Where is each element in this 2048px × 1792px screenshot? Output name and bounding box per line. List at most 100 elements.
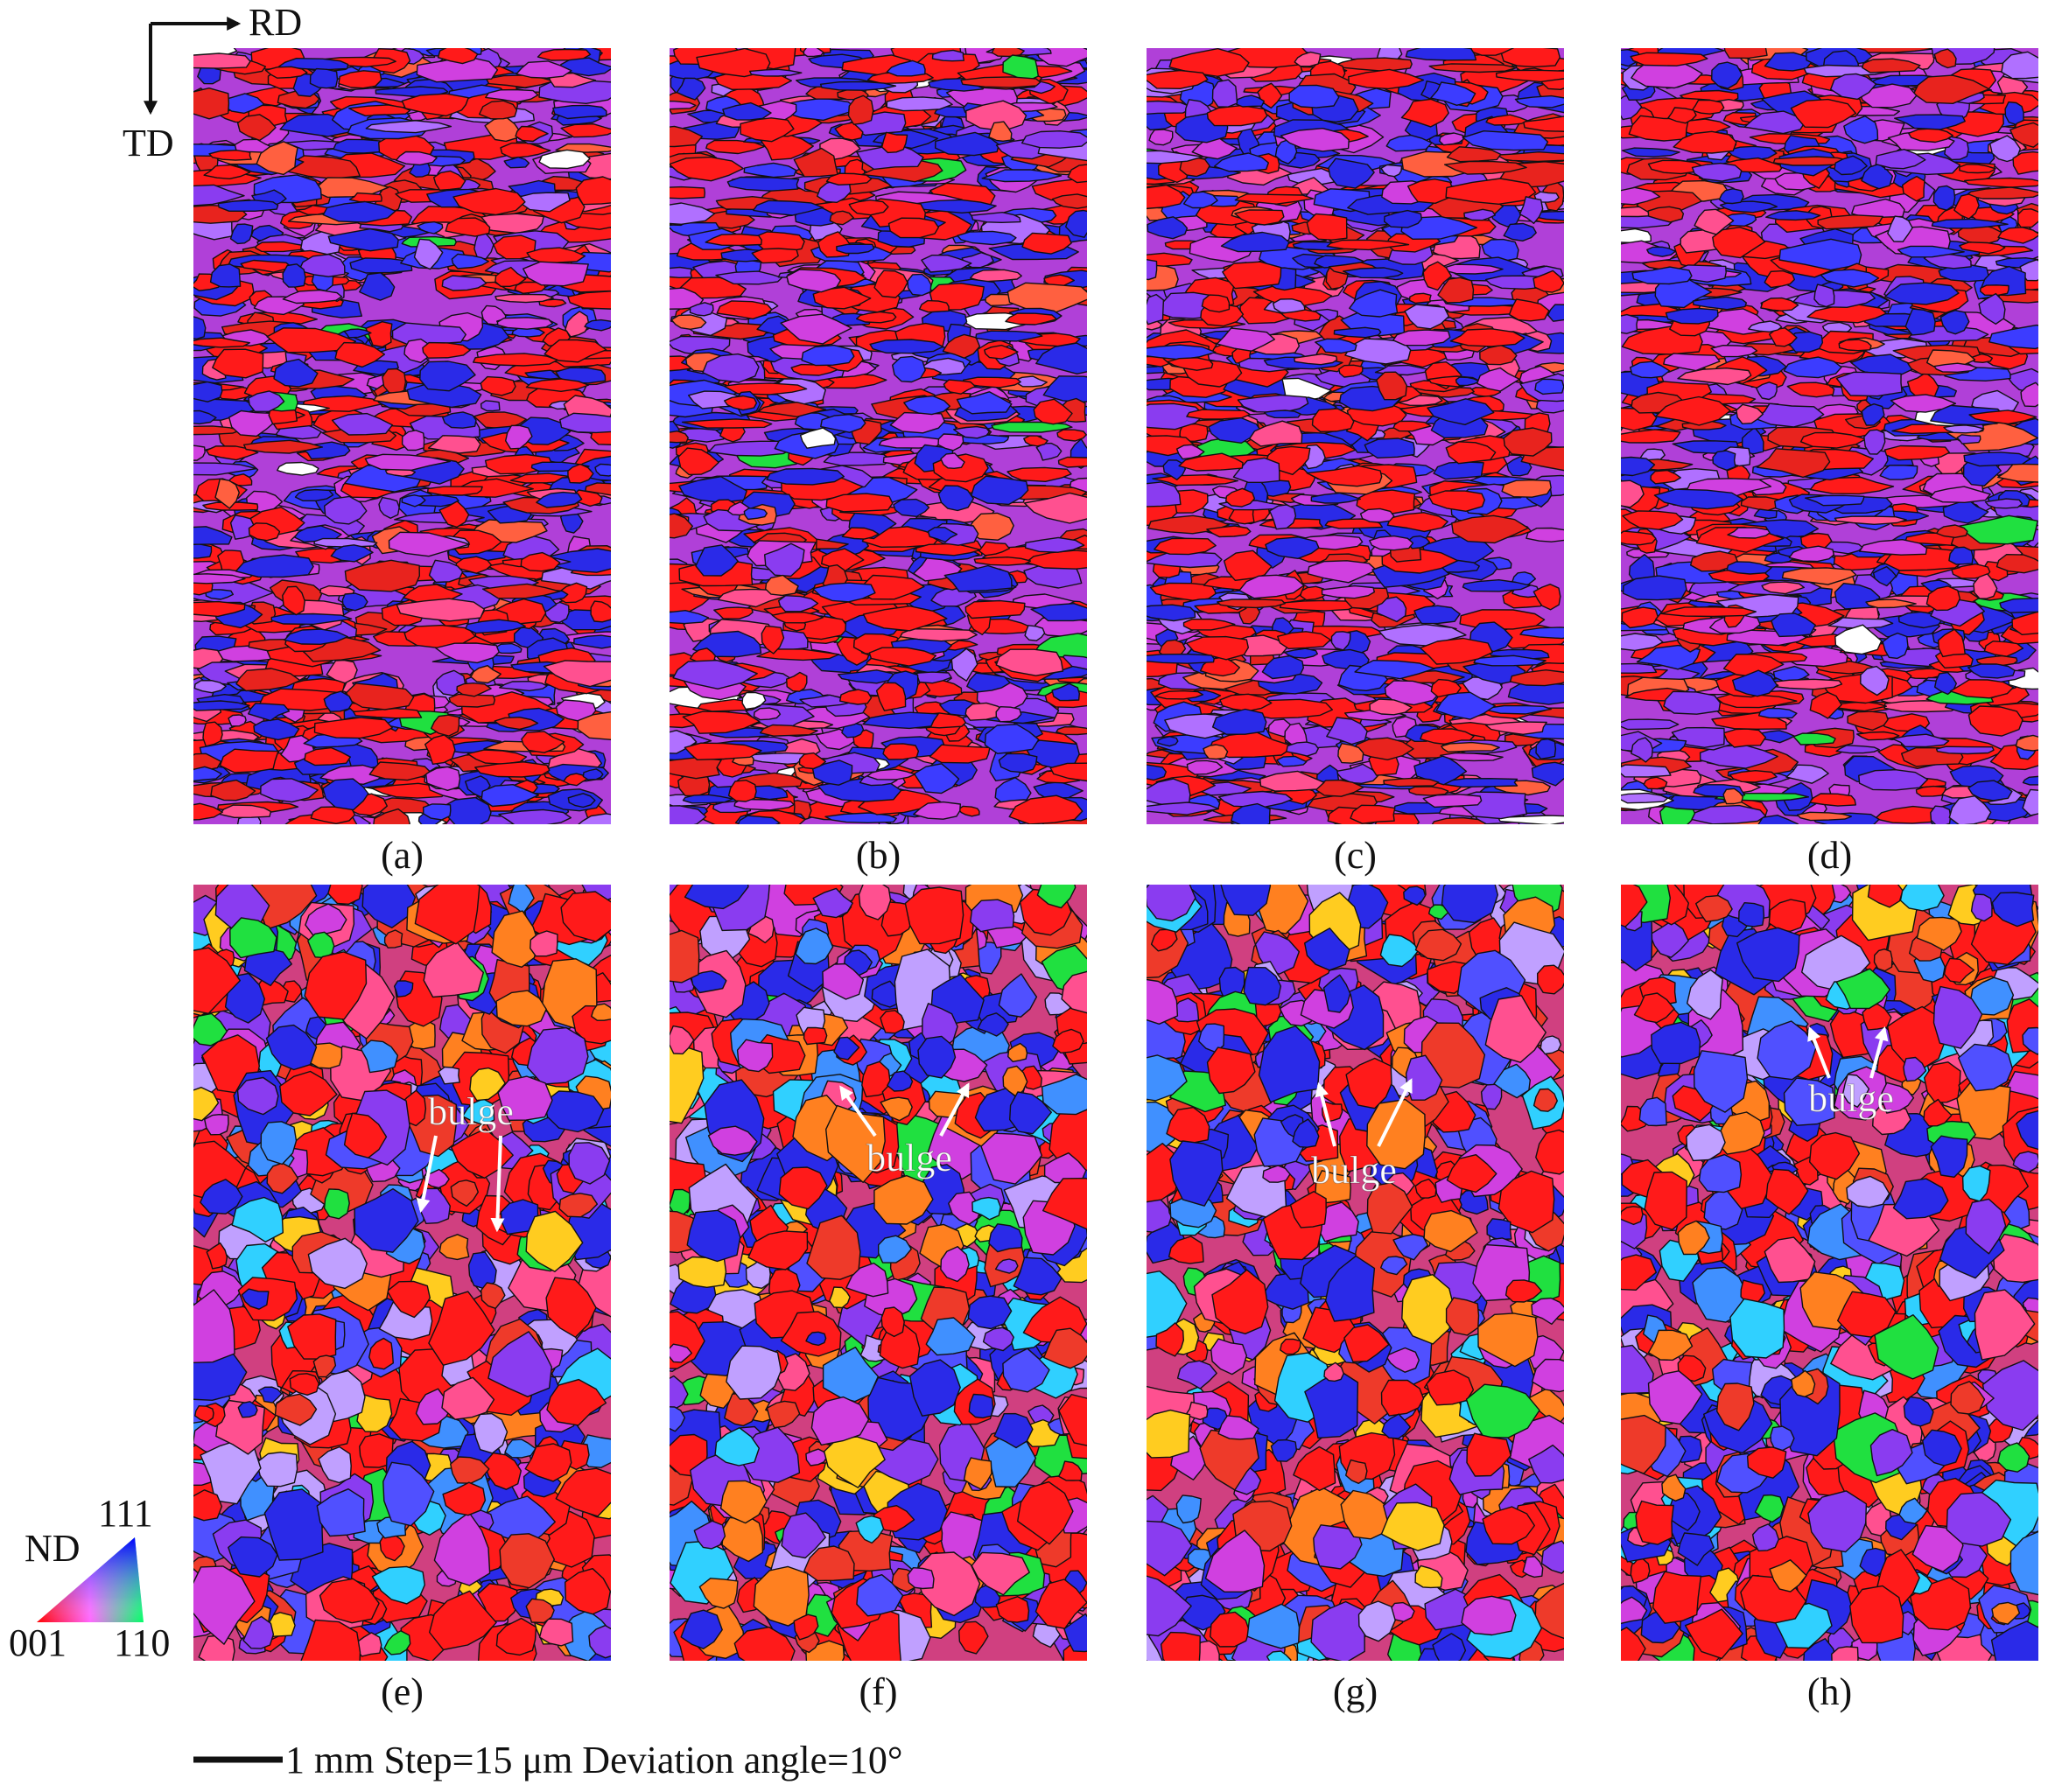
grain [1804,494,1865,507]
grain [343,1112,388,1158]
grain [473,353,558,367]
grain [1335,763,1379,784]
grain [438,500,470,528]
grain [1995,554,2038,574]
grain [820,414,866,433]
grain [1408,292,1432,304]
grain [858,885,892,920]
grain [193,381,223,402]
grain [1463,208,1497,221]
grain [383,1630,411,1656]
grain [1829,73,1877,101]
grain [1064,209,1087,238]
grain [200,1179,243,1214]
grain [2022,775,2038,786]
grain [484,116,520,143]
grain [1446,146,1502,163]
grain [1306,465,1383,487]
grain [560,122,611,138]
grain [1503,222,1537,242]
grain [545,1277,597,1338]
grain [1428,63,1518,74]
grain [1948,546,1974,565]
grain [1963,177,2038,188]
grain [988,1223,1023,1253]
grain [1890,394,1957,413]
grain [1443,160,1527,175]
grain [975,330,1043,342]
grain [479,100,518,120]
grain [1185,635,1250,661]
grain [862,606,948,632]
grain [496,317,553,330]
grain [298,254,346,277]
grain [1213,152,1270,172]
grain [1201,294,1231,313]
grain [431,714,460,737]
grain [228,714,247,727]
grain [1692,296,1748,311]
grain [1677,368,1752,386]
grain [413,238,444,270]
grain [1307,560,1378,584]
grain [406,383,482,409]
grain [913,763,960,794]
grain [740,117,795,143]
grain [684,742,762,760]
grain [344,559,420,592]
grain [1883,444,1951,461]
grain [904,886,964,945]
grain [316,1488,366,1537]
grain [414,885,480,945]
grain [235,668,301,692]
grain [282,263,306,288]
grain [236,114,277,142]
grain [737,815,781,824]
grain [1935,746,1995,755]
grain [515,125,549,143]
grain [1731,669,1778,697]
grain [429,1590,497,1651]
grain [304,951,368,1020]
grain [428,559,464,584]
grain [960,76,1042,88]
grain [1872,566,1897,587]
grain [193,700,250,711]
grain [682,710,761,734]
grain [940,1245,970,1283]
grain [1404,304,1450,330]
grain [578,813,611,824]
grain [1912,74,1990,105]
grain [1006,1042,1028,1063]
grain [1764,270,1796,289]
grain [567,463,594,484]
grain [681,418,773,429]
grain [373,808,410,824]
grain [805,1331,827,1347]
grain [365,120,452,134]
grain [1691,804,1767,824]
grain [248,390,285,412]
grain [1268,504,1297,530]
grain [1647,206,1685,223]
grain [1519,626,1564,640]
grain [868,647,937,667]
grain [1768,327,1798,347]
grain [568,1142,611,1185]
grain [1778,238,1862,271]
grain [1673,130,1737,154]
grain [1525,527,1564,542]
grain [1936,524,1968,538]
grain [968,1393,994,1419]
grain [575,176,611,206]
grain [716,300,773,320]
grain [829,210,854,226]
grain [565,1567,611,1615]
grain [1057,456,1087,468]
grain [1252,285,1333,307]
grain [778,1166,828,1210]
grain [971,1196,1001,1221]
grain [1631,266,1693,285]
grain [1740,496,1781,512]
grain [1988,135,2022,163]
